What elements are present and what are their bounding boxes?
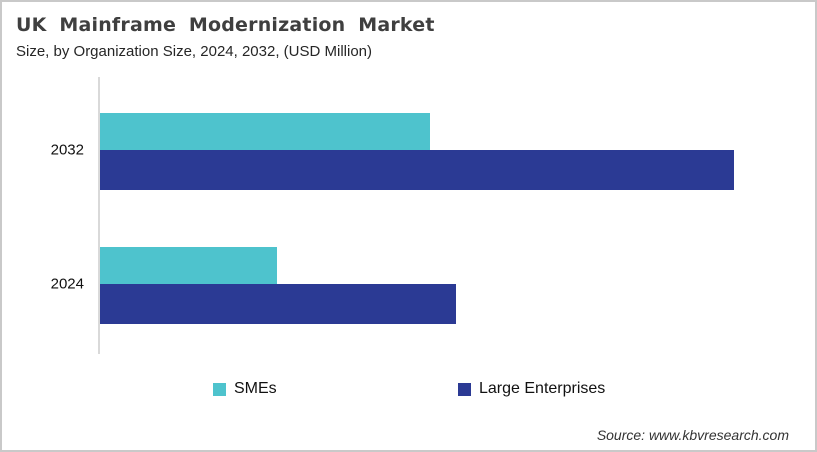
legend-item-large-enterprises: Large Enterprises bbox=[458, 380, 605, 398]
bar-2024-large-enterprises bbox=[100, 284, 456, 324]
plot-area: 2032 2024 bbox=[51, 77, 800, 354]
category-label-2032: 2032 bbox=[50, 141, 84, 159]
legend-swatch-smes bbox=[213, 382, 226, 396]
bar-2032-smes bbox=[100, 113, 430, 150]
bar-2024-smes bbox=[100, 247, 277, 284]
legend-swatch-large-enterprises bbox=[458, 382, 471, 396]
source-credit: Source: www.kbvresearch.com bbox=[596, 427, 789, 443]
chart-subtitle: Size, by Organization Size, 2024, 2032, … bbox=[16, 43, 373, 60]
bar-group-2024: 2024 bbox=[51, 247, 800, 324]
chart-header: UK Mainframe Modernization Market Size, … bbox=[16, 12, 435, 62]
legend-label-smes: SMEs bbox=[234, 380, 277, 397]
legend-label-large-enterprises: Large Enterprises bbox=[479, 380, 606, 397]
bar-2032-large-enterprises bbox=[100, 150, 734, 190]
bar-group-2032: 2032 bbox=[51, 113, 800, 190]
legend-item-smes: SMEs bbox=[213, 380, 277, 398]
chart-title: UK Mainframe Modernization Market bbox=[16, 14, 435, 36]
category-label-2024: 2024 bbox=[50, 275, 84, 293]
